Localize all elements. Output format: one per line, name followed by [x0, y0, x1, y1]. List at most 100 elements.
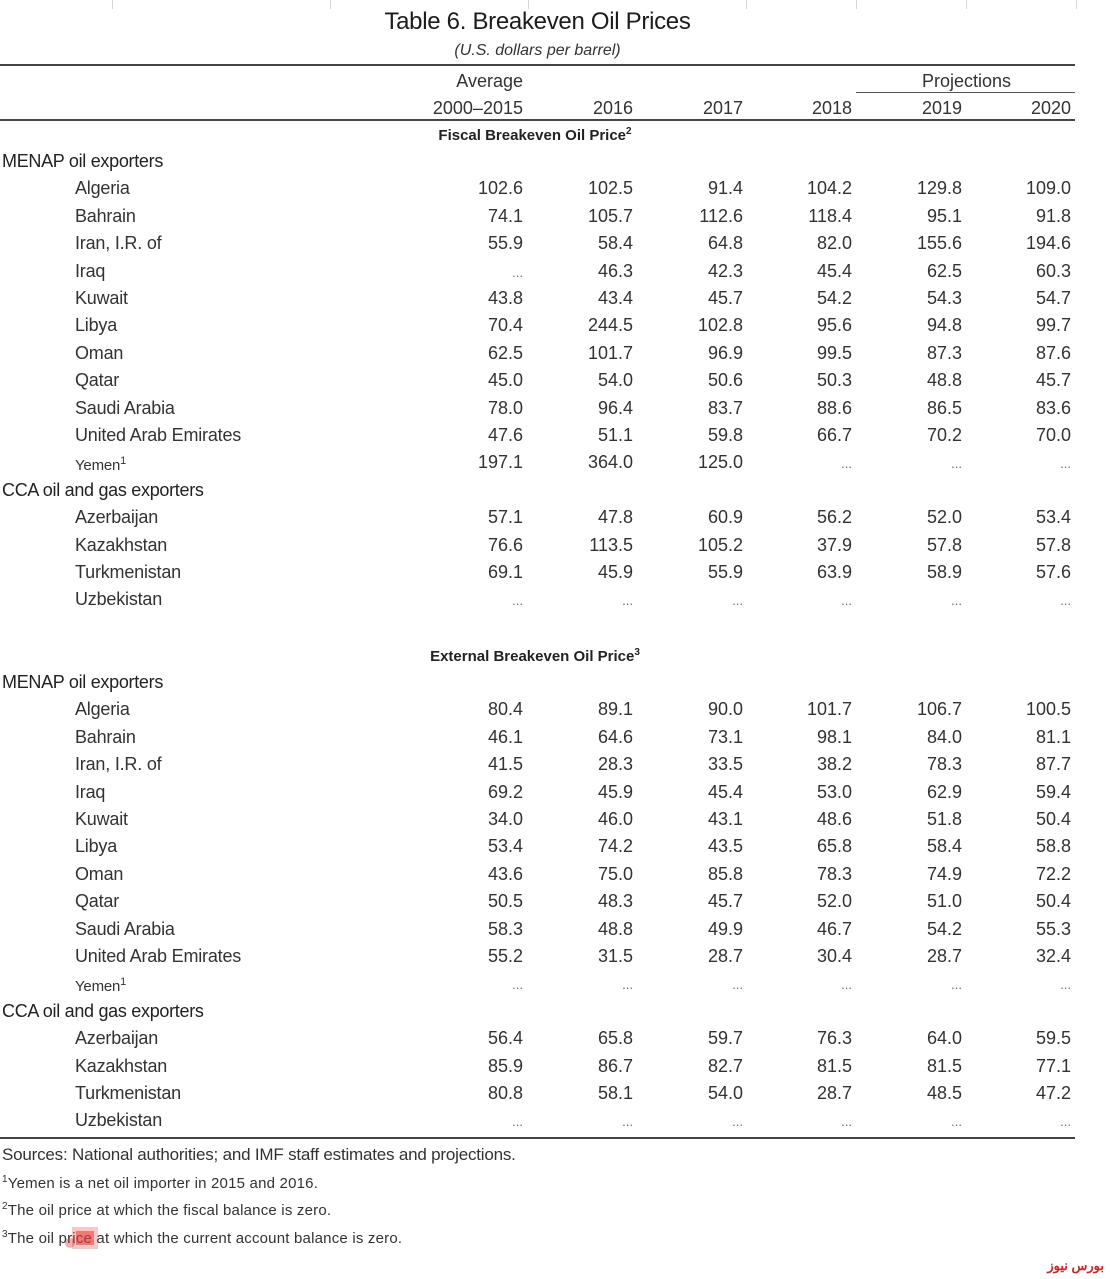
value-cell: 38.2 — [816, 754, 852, 774]
header-year-2020: 2020 — [1030, 98, 1071, 118]
value-cell: 45.7 — [1035, 370, 1071, 390]
value-cell: 55.9 — [487, 233, 523, 253]
table-row: Yemen1 197.1 364.0 125.0......... — [0, 452, 1075, 479]
table-row: Oman 62.5 101.7 96.9 99.5 87.3 87.6 — [0, 343, 1075, 370]
country-name: Kuwait — [75, 288, 128, 309]
value-cell: 197.1 — [477, 452, 523, 472]
value-cell: ... — [841, 593, 852, 608]
value-cell: 58.4 — [597, 233, 633, 253]
value-cell: 112.6 — [699, 206, 743, 226]
header-year-2019: 2019 — [921, 98, 962, 118]
table-row: Azerbaijan 56.4 65.8 59.7 76.3 64.0 59.5 — [0, 1028, 1075, 1055]
table-row: Turkmenistan 80.8 58.1 54.0 28.7 48.5 47.2 — [0, 1083, 1075, 1110]
value-cell: 64.0 — [926, 1028, 962, 1048]
value-cell: 54.0 — [597, 370, 633, 390]
section-title: Fiscal Breakeven Oil Price2 — [0, 126, 1070, 144]
value-cell: 364.0 — [587, 452, 633, 472]
value-cell: 53.0 — [816, 782, 852, 802]
value-cell: 45.4 — [707, 782, 743, 802]
country-label: Yemen — [75, 978, 121, 995]
value-cell: 101.7 — [587, 343, 633, 363]
value-cell: 95.6 — [816, 315, 852, 335]
value-cell: 244.5 — [587, 315, 633, 335]
country-name: Iraq — [75, 782, 105, 803]
country-label: Kazakhstan — [75, 1056, 168, 1076]
value-cell: 99.7 — [1035, 315, 1071, 335]
table-row: Iran, I.R. of 41.5 28.3 33.5 38.2 78.3 87.7 — [0, 754, 1075, 781]
table-row: Libya 70.4 244.5 102.8 95.6 94.8 99.7 — [0, 315, 1075, 342]
value-cell: 78.0 — [487, 398, 523, 418]
value-cell: ... — [841, 1114, 852, 1129]
value-cell: 62.5 — [487, 343, 523, 363]
value-cell: 45.9 — [597, 782, 633, 802]
country-label: Uzbekistan — [75, 1110, 163, 1130]
value-cell: 42.3 — [707, 261, 743, 281]
value-cell: 74.1 — [487, 206, 523, 226]
sources-note: Sources: National authorities; and IMF s… — [2, 1145, 516, 1164]
value-cell: 81.5 — [926, 1056, 962, 1076]
section-title-text: External Breakeven Oil Price — [430, 648, 635, 665]
header-average-period: 2000–2015 — [432, 98, 523, 118]
value-cell: ... — [1060, 593, 1071, 608]
value-cell: 85.8 — [707, 864, 743, 884]
section-footnote-mark: 2 — [626, 126, 632, 137]
value-cell: 33.5 — [707, 754, 743, 774]
country-name: Yemen1 — [75, 455, 126, 474]
table-row: Kuwait 34.0 46.0 43.1 48.6 51.8 50.4 — [0, 809, 1075, 836]
value-cell: 50.6 — [707, 370, 743, 390]
table-row: Saudi Arabia 58.3 48.8 49.9 46.7 54.2 55.3 — [0, 919, 1075, 946]
value-cell: 77.1 — [1035, 1056, 1071, 1076]
value-cell: 28.7 — [816, 1083, 852, 1103]
value-cell: ... — [1060, 977, 1071, 992]
value-cell: 72.2 — [1035, 864, 1071, 884]
country-label: Iraq — [75, 261, 106, 281]
country-label: Oman — [75, 343, 124, 363]
country-name: Kazakhstan — [75, 1056, 167, 1077]
value-cell: 58.4 — [926, 836, 962, 856]
value-cell: 49.9 — [707, 919, 743, 939]
value-cell: ... — [512, 593, 523, 608]
value-cell: ... — [951, 593, 962, 608]
country-name: Libya — [75, 836, 117, 857]
country-label: Bahrain — [75, 206, 136, 226]
country-label: Kazakhstan — [75, 535, 168, 555]
country-label: Bahrain — [75, 727, 136, 747]
value-cell: 30.4 — [816, 946, 852, 966]
value-cell: 51.8 — [926, 809, 962, 829]
top-rule — [0, 64, 1075, 66]
footnote-1-mark: 1 — [2, 1174, 8, 1185]
value-cell: 100.5 — [1025, 699, 1071, 719]
top-strip — [0, 0, 1110, 9]
value-cell: 98.1 — [816, 727, 852, 747]
value-cell: 106.7 — [916, 699, 962, 719]
value-cell: 86.5 — [926, 398, 962, 418]
value-cell: 87.6 — [1035, 343, 1071, 363]
value-cell: 65.8 — [597, 1028, 633, 1048]
value-cell: 45.4 — [816, 261, 852, 281]
country-label: Saudi Arabia — [75, 398, 175, 418]
table-row: Azerbaijan 57.1 47.8 60.9 56.2 52.0 53.4 — [0, 507, 1075, 534]
value-cell: ... — [512, 265, 523, 280]
table-row: Yemen1.................. — [0, 973, 1075, 1000]
country-label: Yemen — [75, 457, 121, 474]
value-cell: 70.0 — [1035, 425, 1071, 445]
footnote-1-text: Yemen is a net oil importer in 2015 and … — [7, 1175, 319, 1192]
value-cell: 47.6 — [487, 425, 523, 445]
value-cell: 45.7 — [707, 891, 743, 911]
table-row: Algeria 102.6 102.5 91.4 104.2 129.8 109.0 — [0, 178, 1075, 205]
value-cell: 81.1 — [1035, 727, 1071, 747]
value-cell: 102.6 — [477, 178, 523, 198]
group-label: CCA oil and gas exporters — [2, 480, 204, 500]
value-cell: 41.5 — [487, 754, 523, 774]
table-row: Iran, I.R. of 55.9 58.4 64.8 82.0 155.6 194.6 — [0, 233, 1075, 260]
value-cell: 34.0 — [487, 809, 523, 829]
value-cell: 73.1 — [707, 727, 743, 747]
value-cell: ... — [1060, 456, 1071, 471]
value-cell: 91.8 — [1035, 206, 1071, 226]
table-row: Iraq 69.2 45.9 45.4 53.0 62.9 59.4 — [0, 782, 1075, 809]
country-label: Libya — [75, 315, 118, 335]
country-label: Libya — [75, 836, 118, 856]
value-cell: 54.0 — [707, 1083, 743, 1103]
country-label: Qatar — [75, 891, 120, 911]
value-cell: 91.4 — [707, 178, 743, 198]
